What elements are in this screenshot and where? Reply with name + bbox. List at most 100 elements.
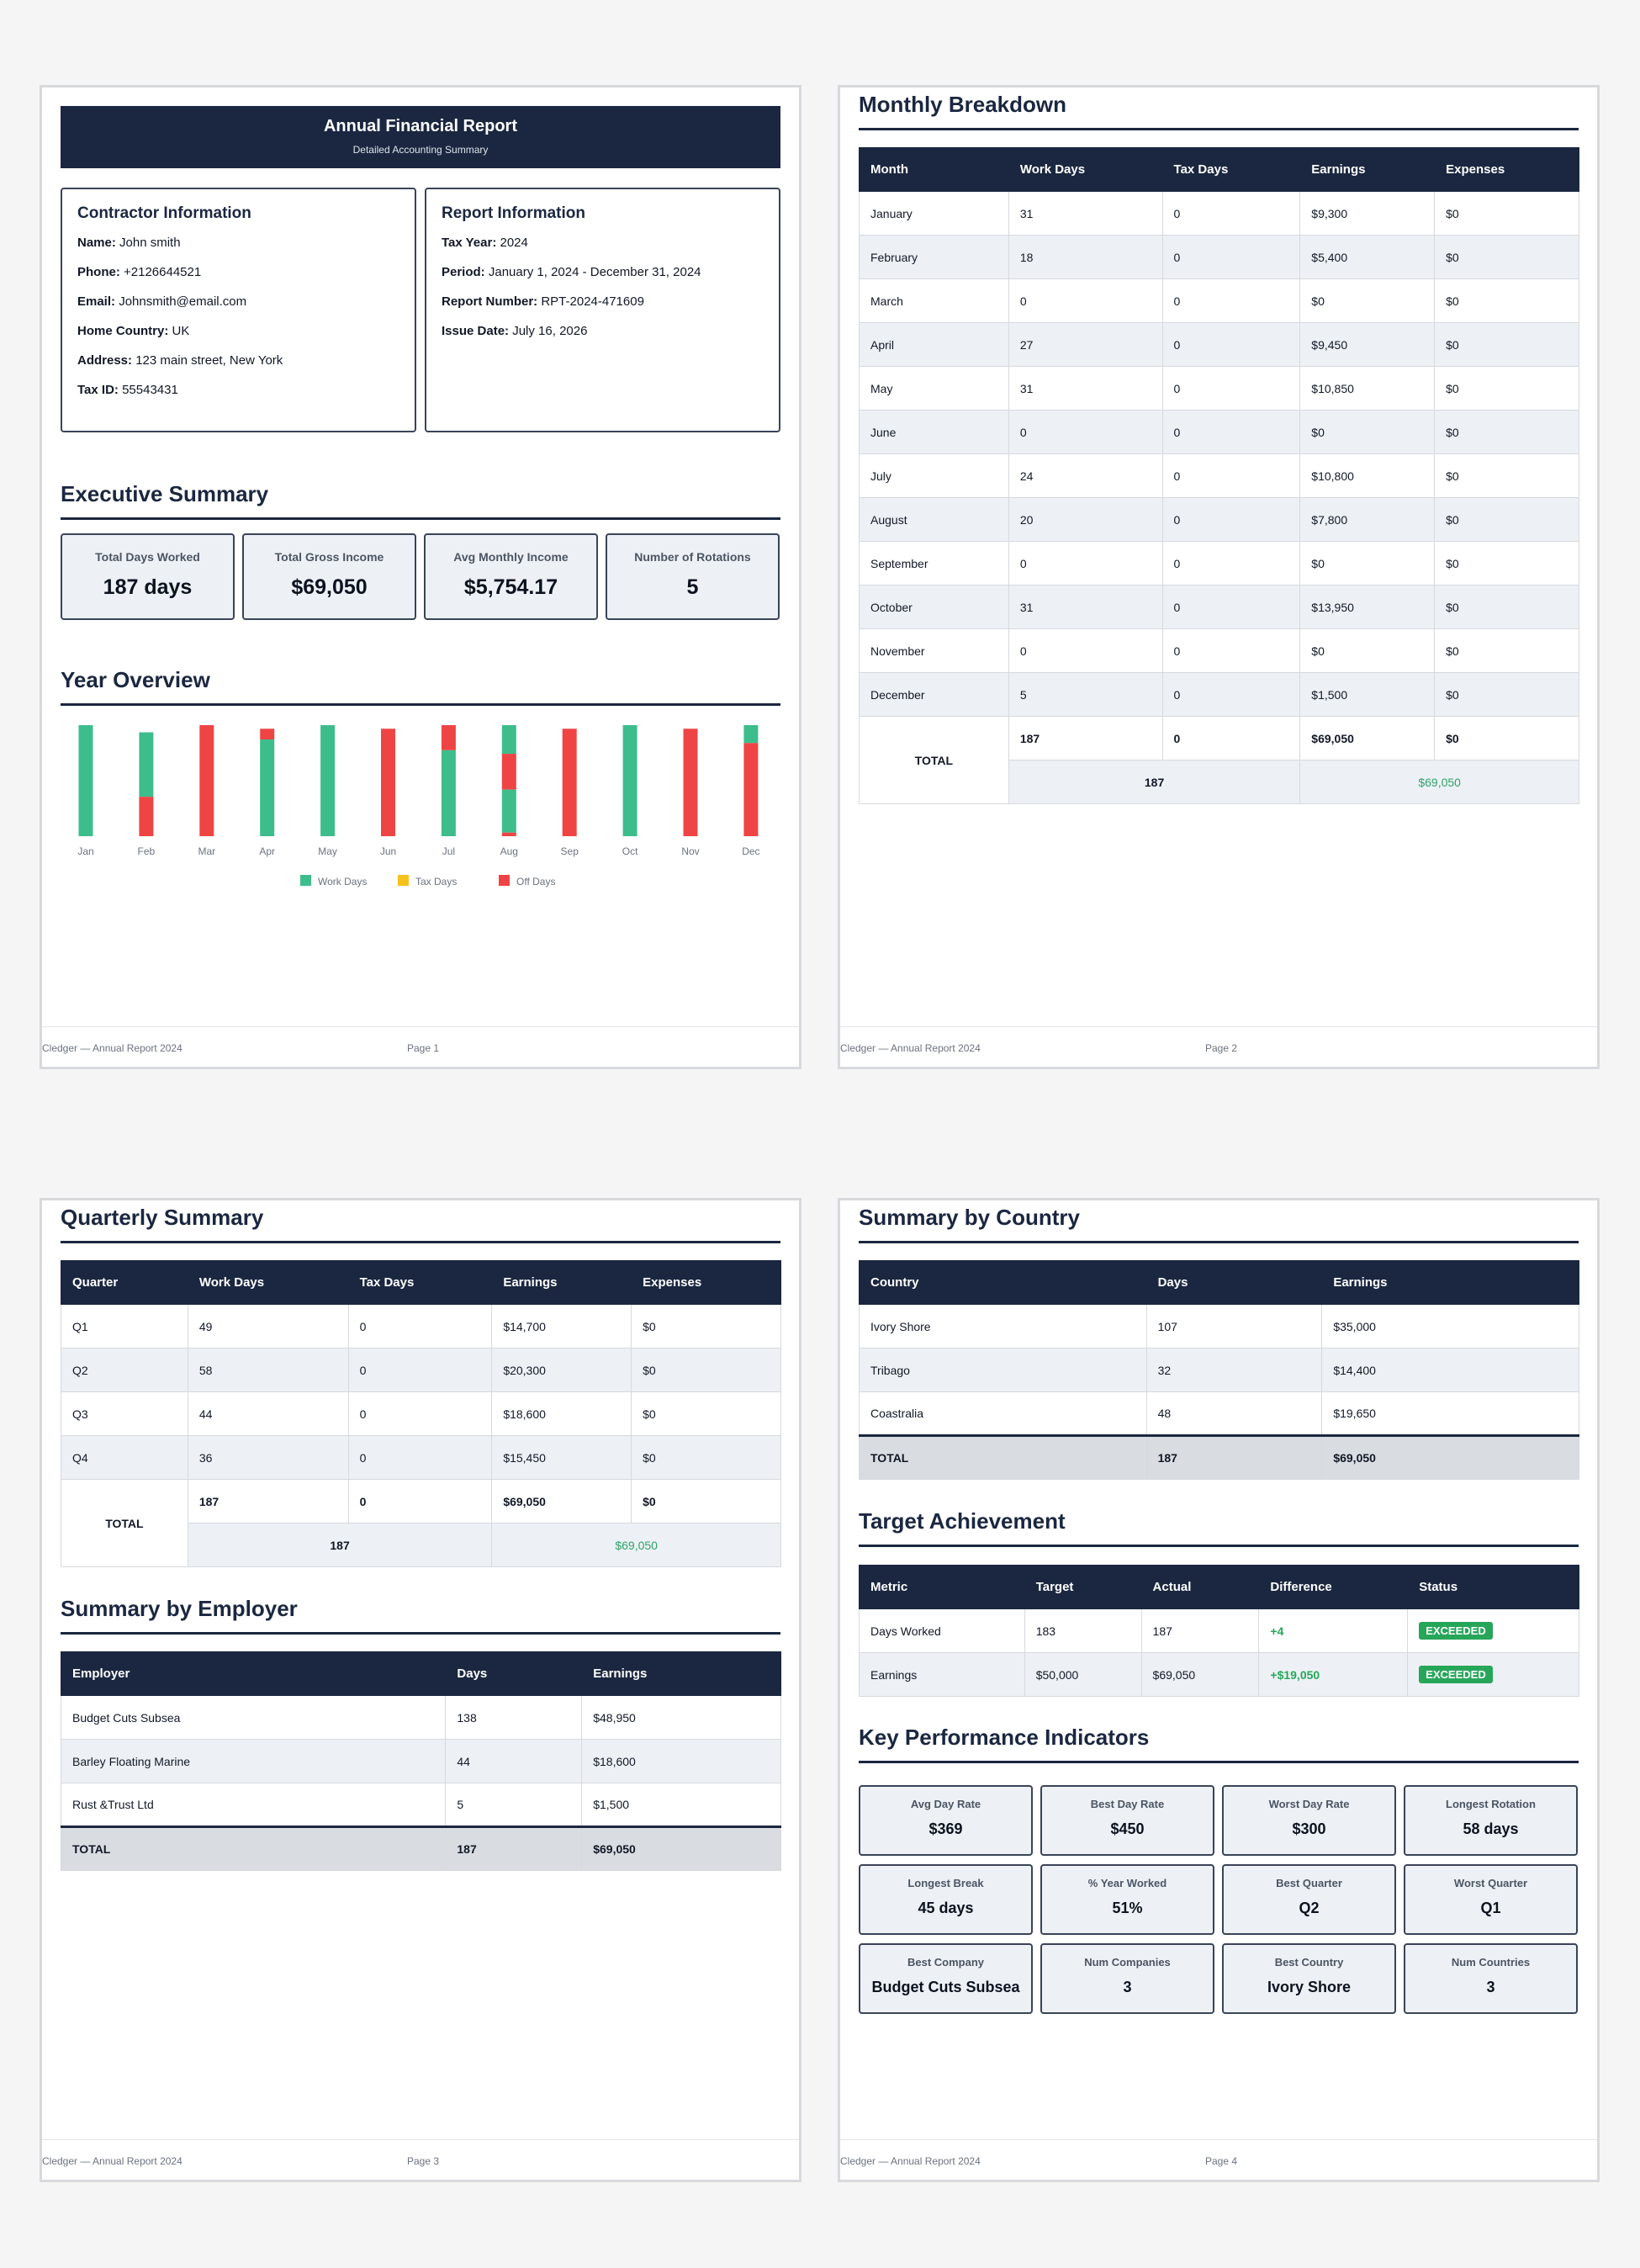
kpi-label: Worst Day Rate — [1268, 1798, 1350, 1810]
bar-segment-jun-off-0 — [381, 729, 395, 836]
table-row: Days Worked 183 187 +4 EXCEEDED — [859, 1608, 1579, 1653]
table-cell: $0 — [1299, 541, 1436, 586]
x-tick-label: Jan — [77, 845, 93, 857]
table-row: August 20 0 $7,800 $0 — [859, 497, 1579, 542]
table-row: July 24 0 $10,800 $0 — [859, 453, 1579, 498]
kpi-title: Key Performance Indicators — [859, 1725, 1579, 1763]
row-label: Period: — [442, 265, 485, 279]
total-subrow: 187 $69,050 — [61, 1523, 781, 1567]
column-header: Days — [1145, 1260, 1323, 1305]
report-header-banner: Annual Financial Report Detailed Account… — [61, 106, 780, 168]
stat-value: 5 — [686, 575, 699, 599]
kpi-card-best-quarter: Best Quarter Q2 — [1222, 1864, 1396, 1935]
footer-page-number: Page 4 — [1204, 2155, 1238, 2167]
row-value: UK — [172, 324, 190, 338]
table-cell: $9,450 — [1299, 322, 1436, 367]
row-label: Phone: — [77, 265, 120, 279]
stat-card-rotations: Number of Rotations 5 — [606, 533, 780, 620]
table-cell: $50,000 — [1024, 1652, 1142, 1697]
country-summary-table: Country Days Earnings Ivory Shore 107 $35,… — [859, 1260, 1579, 1480]
kpi-label: Longest Break — [907, 1877, 984, 1889]
total-cell: 0 — [347, 1479, 493, 1523]
bar-segment-aug-work-0 — [501, 725, 516, 755]
table-cell: Budget Cuts Subsea — [60, 1695, 447, 1740]
table-header-row: Quarter Work Days Tax Days Earnings Expe… — [61, 1260, 781, 1305]
table-cell: 0 — [1161, 410, 1301, 454]
column-header: Tax Days — [347, 1260, 493, 1305]
table-cell: November — [859, 628, 1009, 673]
table-cell: 24 — [1008, 453, 1163, 498]
total-earnings-cell: $69,050 — [1299, 760, 1579, 804]
table-cell: 58 — [187, 1348, 349, 1392]
stat-card-days: Total Days Worked 187 days — [61, 533, 235, 620]
stat-card-gross-income: Total Gross Income $69,050 — [242, 533, 416, 620]
table-header-row: Employer Days Earnings — [60, 1651, 781, 1696]
table-cell: 44 — [445, 1739, 583, 1783]
total-cell: 187 — [1145, 1434, 1323, 1480]
column-header: Earnings — [1321, 1260, 1579, 1305]
column-header: Difference — [1258, 1565, 1409, 1609]
table-cell: $0 — [631, 1348, 781, 1392]
report-page-4: Summary by Country Country Days Earnings… — [838, 1198, 1600, 2182]
status-badge: EXCEEDED — [1419, 1666, 1493, 1683]
table-cell: $0 — [1434, 628, 1579, 673]
difference-cell: +$19,050 — [1258, 1652, 1409, 1697]
row-label: Tax Year: — [442, 236, 497, 250]
kpi-card-longest-rotation: Longest Rotation 58 days — [1404, 1785, 1578, 1856]
table-cell: $0 — [1434, 191, 1579, 236]
bar-segment-feb-off-1 — [139, 797, 154, 836]
row-label: Tax ID: — [77, 383, 119, 397]
total-cell: 187 — [1008, 716, 1163, 760]
contractor-phone-row: Phone: +2126644521 — [77, 264, 399, 280]
column-header: Work Days — [1008, 147, 1163, 192]
quarterly-summary-title: Quarterly Summary — [61, 1205, 780, 1243]
table-cell: 0 — [347, 1435, 493, 1480]
page-footer: Cledger — Annual Report 2024 Page 1 — [42, 1026, 799, 1067]
kpi-label: Best Day Rate — [1090, 1798, 1165, 1810]
report-page-1: Annual Financial Report Detailed Account… — [40, 85, 801, 1069]
report-issue-date-row: Issue Date: July 16, 2026 — [442, 323, 764, 339]
x-tick-label: Mar — [198, 845, 215, 857]
report-subtitle: Detailed Accounting Summary — [352, 144, 489, 156]
table-cell: $0 — [1299, 628, 1436, 673]
table-cell: $13,950 — [1299, 585, 1436, 629]
contractor-taxid-row: Tax ID: 55543431 — [77, 382, 399, 398]
table-cell: 0 — [347, 1391, 493, 1436]
column-header: Expenses — [631, 1260, 781, 1305]
target-achievement-title: Target Achievement — [859, 1508, 1579, 1547]
report-info-box: Report Information Tax Year: 2024 Period… — [425, 188, 780, 432]
kpi-label: Num Companies — [1084, 1956, 1171, 1969]
row-value: 55543431 — [122, 383, 178, 397]
table-row: Rust &Trust Ltd 5 $1,500 — [60, 1783, 781, 1827]
row-value: Johnsmith@email.com — [119, 294, 247, 309]
table-header-row: Metric Target Actual Difference Status — [859, 1565, 1579, 1609]
table-cell: $1,500 — [1299, 672, 1436, 717]
table-cell: $10,800 — [1299, 453, 1436, 498]
table-cell: 48 — [1145, 1391, 1323, 1436]
table-cell: February — [859, 235, 1009, 279]
footer-brand: Cledger — Annual Report 2024 — [42, 1042, 183, 1054]
row-value: 2024 — [500, 236, 528, 250]
table-row: January 31 0 $9,300 $0 — [859, 191, 1579, 236]
kpi-label: % Year Worked — [1087, 1877, 1167, 1889]
table-cell: Barley Floating Marine — [60, 1739, 447, 1783]
kpi-label: Num Countries — [1451, 1956, 1531, 1969]
kpi-card-worst-quarter: Worst Quarter Q1 — [1404, 1864, 1578, 1935]
total-label: TOTAL — [60, 1826, 447, 1871]
table-cell: September — [859, 541, 1009, 586]
table-cell: January — [859, 191, 1009, 236]
table-cell: $1,500 — [581, 1783, 781, 1827]
bar-segment-dec-work-0 — [743, 725, 759, 744]
kpi-value: Budget Cuts Subsea — [871, 1979, 1020, 1995]
table-cell: March — [859, 278, 1009, 323]
target-achievement-table: Metric Target Actual Difference Status D… — [859, 1565, 1579, 1697]
table-cell: 0 — [1008, 628, 1163, 673]
row-value: +2126644521 — [124, 265, 202, 279]
table-cell: $0 — [1434, 235, 1579, 279]
table-cell: 0 — [1008, 278, 1163, 323]
legend-swatch — [398, 875, 409, 886]
table-cell: 0 — [1161, 366, 1301, 411]
row-value: John smith — [119, 236, 181, 250]
bar-segment-apr-work-1 — [260, 739, 275, 836]
column-header: Quarter — [61, 1260, 188, 1305]
